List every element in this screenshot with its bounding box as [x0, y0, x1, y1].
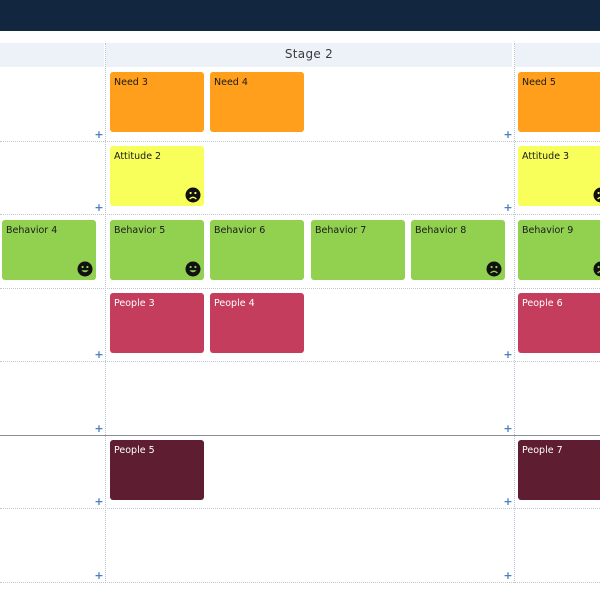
card-behavior-9[interactable]: Behavior 9 [518, 220, 600, 280]
top-bar [0, 0, 600, 31]
card-label: Behavior 9 [522, 225, 574, 236]
stage-header-1 [0, 43, 104, 67]
card-attitude-2[interactable]: Attitude 2 [110, 146, 204, 206]
card-need-4[interactable]: Need 4 [210, 72, 304, 132]
card-behavior-5[interactable]: Behavior 5 [110, 220, 204, 280]
lane-separator [0, 361, 600, 362]
card-label: Need 4 [214, 77, 248, 88]
card-people-7[interactable]: People 7 [518, 440, 600, 500]
card-label: Behavior 4 [6, 225, 58, 236]
add-card-button[interactable]: + [503, 569, 513, 582]
card-label: Attitude 3 [522, 151, 570, 162]
add-card-button[interactable]: + [503, 128, 513, 141]
card-label: People 7 [522, 445, 563, 456]
card-people-4[interactable]: People 4 [210, 293, 304, 353]
add-card-button[interactable]: + [503, 348, 513, 361]
card-label: People 5 [114, 445, 155, 456]
card-people-5[interactable]: People 5 [110, 440, 204, 500]
add-card-button[interactable]: + [503, 422, 513, 435]
lane-separator [0, 141, 600, 142]
lane-separator [0, 288, 600, 289]
lane-group-separator [0, 435, 600, 436]
card-label: Attitude 2 [114, 151, 162, 162]
add-card-button[interactable]: + [94, 201, 104, 214]
card-need-5[interactable]: Need 5 [518, 72, 600, 132]
card-label: Behavior 6 [214, 225, 266, 236]
card-need-3[interactable]: Need 3 [110, 72, 204, 132]
stage-divider-2 [514, 43, 515, 583]
card-label: Behavior 8 [415, 225, 467, 236]
add-card-button[interactable]: + [94, 495, 104, 508]
stage-header-3 [515, 43, 600, 67]
smiley-face-icon [185, 261, 201, 277]
card-label: Need 5 [522, 77, 556, 88]
stage-divider-1 [105, 43, 106, 583]
lane-separator [0, 508, 600, 509]
card-label: People 6 [522, 298, 563, 309]
add-card-button[interactable]: + [94, 128, 104, 141]
card-attitude-3[interactable]: Attitude 3 [518, 146, 600, 206]
card-behavior-7[interactable]: Behavior 7 [311, 220, 405, 280]
add-card-button[interactable]: + [94, 422, 104, 435]
card-label: Need 3 [114, 77, 148, 88]
card-label: People 4 [214, 298, 255, 309]
frown-face-icon [185, 187, 201, 203]
card-behavior-8[interactable]: Behavior 8 [411, 220, 505, 280]
card-label: People 3 [114, 298, 155, 309]
card-people-6[interactable]: People 6 [518, 293, 600, 353]
add-card-button[interactable]: + [503, 495, 513, 508]
card-people-3[interactable]: People 3 [110, 293, 204, 353]
card-label: Behavior 5 [114, 225, 166, 236]
frown-face-icon [593, 261, 600, 277]
lane-separator [0, 214, 600, 215]
frown-face-icon [593, 187, 600, 203]
card-label: Behavior 7 [315, 225, 367, 236]
stage-header-2: Stage 2 [106, 43, 512, 67]
card-behavior-4[interactable]: Behavior 4 [2, 220, 96, 280]
add-card-button[interactable]: + [94, 569, 104, 582]
add-card-button[interactable]: + [94, 348, 104, 361]
smiley-face-icon [77, 261, 93, 277]
lane-separator [0, 582, 600, 583]
stage-2-label: Stage 2 [284, 47, 334, 61]
frown-face-icon [486, 261, 502, 277]
card-behavior-6[interactable]: Behavior 6 [210, 220, 304, 280]
add-card-button[interactable]: + [503, 201, 513, 214]
